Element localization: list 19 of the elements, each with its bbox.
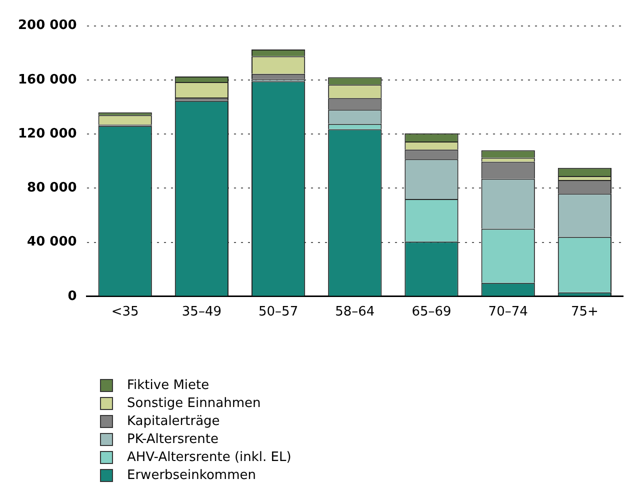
y-tick-label: 160 000 — [18, 72, 77, 88]
legend-label: Erwerbseinkommen — [127, 468, 256, 482]
legend-label: Kapitalerträge — [127, 414, 220, 428]
x-tick-label: 35–49 — [182, 304, 222, 320]
x-tick-label: 75+ — [570, 304, 598, 320]
y-tick-label: 200 000 — [18, 18, 77, 34]
legend-label: Fiktive Miete — [127, 378, 210, 392]
y-tick-label: 120 000 — [18, 126, 77, 142]
x-tick-label: 65–69 — [412, 304, 452, 320]
x-tick-label: 50–57 — [258, 304, 298, 320]
y-tick-label: 40 000 — [27, 234, 77, 250]
legend-label: Sonstige Einnahmen — [127, 396, 261, 410]
x-tick-label: 70–74 — [488, 304, 528, 320]
x-tick-label: <35 — [111, 304, 139, 320]
y-tick-label: 80 000 — [27, 180, 77, 196]
y-tick-label: 0 — [68, 288, 77, 304]
legend-label: PK-Altersrente — [127, 432, 219, 446]
legend-label: AHV-Altersrente (inkl. EL) — [127, 450, 292, 464]
x-tick-label: 58–64 — [335, 304, 375, 320]
